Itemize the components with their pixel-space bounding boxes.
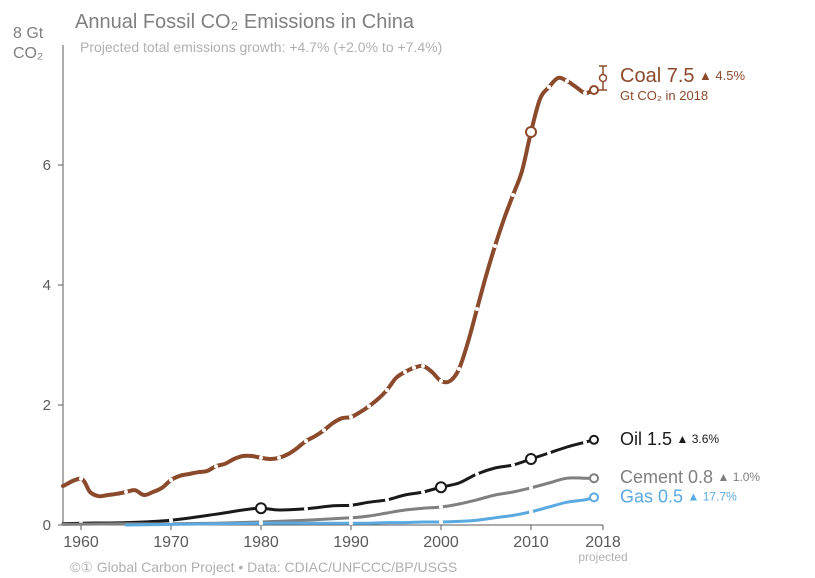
marker-coal — [169, 478, 173, 482]
marker-coal — [322, 428, 326, 432]
label-gas: Gas 0.5 ▲ 17.7% — [620, 486, 737, 506]
marker-coal — [259, 456, 263, 460]
marker-oil — [583, 440, 587, 444]
label-cement: Cement 0.8 ▲ 1.0% — [620, 467, 760, 487]
marker-coal — [493, 244, 497, 248]
label-oil: Oil 1.5 ▲ 3.6% — [620, 429, 719, 449]
y-unit-bottom: CO₂ — [13, 45, 43, 62]
series-coal — [63, 78, 594, 497]
marker-oil — [511, 463, 515, 467]
marker-coal — [511, 193, 515, 197]
marker-coal — [421, 364, 425, 368]
marker-oil — [304, 507, 308, 511]
y-tick-label: 2 — [43, 397, 51, 414]
marker-oil — [421, 490, 425, 494]
marker-coal — [79, 477, 83, 481]
marker-coal — [439, 379, 443, 383]
series-cement — [63, 478, 594, 525]
marker-gas — [439, 520, 443, 524]
marker-coal — [277, 456, 281, 460]
y-tick-label: 6 — [43, 157, 51, 174]
projected-label: projected — [578, 550, 627, 564]
marker-coal — [385, 388, 389, 392]
label-coal-sub: Gt CO₂ in 2018 — [620, 88, 708, 103]
marker-coal — [304, 439, 308, 443]
marker-gas — [349, 521, 353, 525]
marker-cement — [529, 486, 533, 490]
marker-coal — [403, 370, 407, 374]
coal-projected-point — [600, 75, 607, 82]
marker-coal — [367, 404, 371, 408]
marker-coal — [457, 367, 461, 371]
marker-coal — [124, 490, 128, 494]
x-tick-label: 2018 — [585, 534, 621, 551]
marker-cement — [349, 516, 353, 520]
big-marker-coal — [526, 127, 536, 137]
y-unit-top: 8 Gt — [13, 25, 44, 42]
marker-oil — [385, 498, 389, 502]
big-marker-oil — [256, 503, 266, 513]
x-tick-label: 1960 — [63, 534, 99, 551]
marker-oil — [169, 518, 173, 522]
marker-coal — [547, 85, 551, 89]
marker-oil — [475, 472, 479, 476]
big-marker-oil — [526, 454, 536, 464]
endpoint-coal — [590, 86, 598, 94]
marker-coal — [214, 464, 218, 468]
chart-subtitle: Projected total emissions growth: +4.7% … — [80, 39, 442, 55]
marker-coal — [475, 307, 479, 311]
marker-coal — [349, 415, 353, 419]
marker-oil — [349, 503, 353, 507]
x-tick-label: 1970 — [153, 534, 189, 551]
series-gas — [126, 497, 594, 525]
big-marker-oil — [436, 482, 446, 492]
x-tick-label: 2010 — [513, 534, 549, 551]
y-tick-label: 4 — [43, 277, 51, 294]
marker-coal — [412, 366, 416, 370]
footer: ©① Global Carbon Project • Data: CDIAC/U… — [70, 559, 457, 575]
y-tick-label: 0 — [43, 517, 51, 534]
endpoint-oil — [590, 436, 598, 444]
marker-coal — [583, 91, 587, 95]
endpoint-cement — [590, 474, 598, 482]
marker-gas — [259, 521, 263, 525]
marker-cement — [439, 505, 443, 509]
endpoint-gas — [590, 493, 598, 501]
marker-gas — [529, 510, 533, 514]
x-tick-label: 1990 — [333, 534, 369, 551]
x-tick-label: 2000 — [423, 534, 459, 551]
emissions-chart: Annual Fossil CO₂ Emissions in China Proj… — [0, 0, 815, 578]
series-oil — [63, 440, 594, 524]
x-tick-label: 1980 — [243, 534, 279, 551]
marker-coal — [565, 79, 569, 83]
chart-title: Annual Fossil CO₂ Emissions in China — [75, 11, 415, 33]
marker-oil — [547, 451, 551, 455]
chart-svg: Annual Fossil CO₂ Emissions in China Proj… — [0, 0, 815, 578]
label-coal: Coal 7.5 ▲ 4.5% — [620, 65, 746, 87]
